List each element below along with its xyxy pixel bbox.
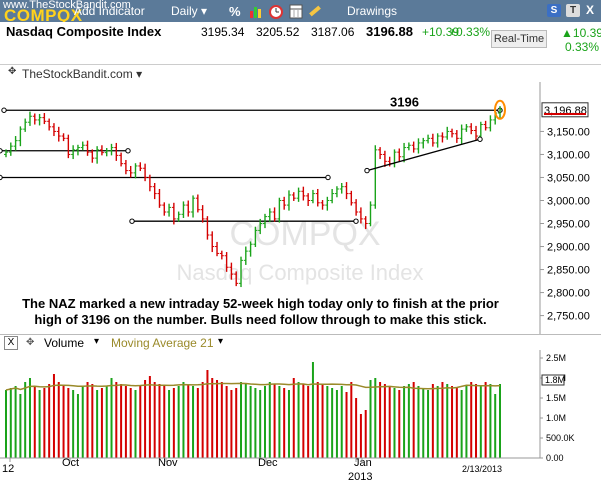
percent-icon[interactable]: % bbox=[229, 4, 241, 19]
level-anchor bbox=[129, 218, 135, 224]
index-name: Nasdaq Composite Index bbox=[6, 24, 162, 39]
y-tick-label: 2,850.00 bbox=[547, 265, 590, 277]
close-icon[interactable]: X bbox=[585, 3, 594, 17]
trendline-anchor bbox=[364, 167, 370, 174]
add-indicator-button[interactable]: Add Indicator bbox=[74, 4, 145, 18]
level-anchor bbox=[353, 218, 359, 224]
pencil-icon[interactable] bbox=[309, 5, 321, 17]
y-tick-label: 3,150.00 bbox=[547, 126, 590, 138]
quote-high: 3205.52 bbox=[256, 25, 300, 39]
chevron-down-icon[interactable]: ▾ bbox=[94, 336, 100, 347]
site-label-text: TheStockBandit.com bbox=[22, 67, 133, 81]
y-tick-label: 3,000.00 bbox=[547, 195, 590, 207]
x-axis-label: 2/13/2013 bbox=[462, 464, 502, 474]
level-anchor bbox=[0, 174, 3, 181]
trendline-segment bbox=[366, 138, 481, 172]
volume-bars bbox=[5, 362, 501, 458]
text-icon[interactable]: T bbox=[566, 4, 580, 17]
level-anchor bbox=[125, 148, 131, 154]
x-axis-label: Dec bbox=[258, 457, 278, 469]
bar-chart-icon[interactable] bbox=[250, 7, 261, 18]
volume-title: Volume bbox=[44, 336, 85, 350]
annotation-text: The NAZ marked a new intraday 52-week hi… bbox=[8, 296, 513, 328]
y-tick-label: 3,100.00 bbox=[547, 149, 590, 161]
volume-header: X ✥ Volume ▾ Moving Average 21 ▾ bbox=[0, 334, 601, 351]
y-tick-label: 2,900.00 bbox=[547, 242, 590, 254]
quote-low: 3187.06 bbox=[311, 25, 355, 39]
x-axis-label: 12 bbox=[2, 463, 14, 475]
expand-icon[interactable]: ✥ bbox=[8, 66, 17, 77]
level-label: 3196 bbox=[390, 94, 419, 109]
moving-average-line bbox=[5, 382, 501, 391]
drawings-button[interactable]: Drawings bbox=[347, 4, 398, 18]
high-marker bbox=[494, 99, 506, 120]
trendline-anchor bbox=[477, 136, 483, 142]
alarm-clock-icon[interactable] bbox=[269, 5, 283, 19]
level-anchor bbox=[1, 107, 7, 113]
y-axis-ticks: 3,150.00 3,100.00 3,050.00 3,000.00 2,950.00… bbox=[540, 126, 590, 323]
rt-change-value: 10.39 bbox=[572, 26, 601, 40]
volume-tick-label: 500.0K bbox=[546, 433, 575, 443]
expand-icon[interactable]: ✥ bbox=[26, 337, 35, 348]
y-tick-label: 3,050.00 bbox=[547, 172, 590, 184]
quote-open: 3195.34 bbox=[201, 25, 245, 39]
volume-tick-label: 2.5M bbox=[546, 353, 566, 363]
toolbar-icons: % bbox=[229, 4, 321, 19]
y-tick-label: 2,800.00 bbox=[547, 288, 590, 300]
share-icon[interactable]: S bbox=[547, 4, 561, 17]
x-axis-label: 2013 bbox=[348, 471, 372, 483]
rt-change: ▲10.39 bbox=[561, 26, 601, 40]
quote-bar bbox=[0, 22, 601, 65]
y-tick-label: 2,950.00 bbox=[547, 219, 590, 231]
site-label[interactable]: TheStockBandit.com ▾ bbox=[22, 67, 142, 81]
level-anchor bbox=[0, 148, 3, 154]
quote-change-pct: +0.33% bbox=[449, 25, 491, 39]
annotation-line-1: The NAZ marked a new intraday 52-week hi… bbox=[22, 296, 499, 311]
period-value: Daily bbox=[171, 4, 198, 18]
chevron-down-icon[interactable]: ▾ bbox=[218, 336, 224, 347]
period-select[interactable]: Daily ▾ bbox=[171, 4, 207, 18]
level-anchor bbox=[325, 174, 331, 181]
volume-tick-label: 1.5M bbox=[546, 393, 566, 403]
volume-close-icon[interactable]: X bbox=[4, 336, 18, 350]
quote-change: +10.39 bbox=[422, 25, 460, 39]
x-axis-label: Nov bbox=[158, 457, 178, 469]
horizontal-levels bbox=[0, 107, 503, 224]
x-axis-label: Oct bbox=[62, 457, 79, 469]
annotation-line-2: high of 3196 on the number. Bulls need f… bbox=[34, 312, 487, 327]
volume-tick-label: 1.0M bbox=[546, 413, 566, 423]
chevron-down-icon: ▾ bbox=[136, 67, 143, 81]
chevron-down-icon: ▾ bbox=[201, 4, 208, 18]
volume-tick-label: 0.00 bbox=[546, 453, 564, 463]
rt-pct: 0.33% bbox=[564, 40, 599, 54]
url-text: www.TheStockBandit.com bbox=[3, 0, 131, 11]
symbol-input[interactable]: COMPQX bbox=[4, 6, 83, 25]
price-chart[interactable]: COMPQX Nasdaq Composite Index 3,150.003,… bbox=[0, 82, 601, 334]
realtime-button[interactable]: Real-Time bbox=[491, 30, 547, 48]
y-tick-label: 2,750.00 bbox=[547, 311, 590, 323]
ma-label: Moving Average 21 bbox=[111, 336, 214, 350]
trendline bbox=[364, 136, 483, 174]
price-bars bbox=[4, 106, 502, 288]
svg-text:%: % bbox=[229, 4, 241, 19]
calendar-grid-icon[interactable] bbox=[289, 4, 303, 19]
volume-label: 1.8M bbox=[545, 375, 565, 385]
x-axis-labels: 12 Oct Nov Dec Jan 2013 2/13/2013 bbox=[2, 457, 502, 483]
watermark-name: Nasdaq Composite Index bbox=[176, 260, 423, 285]
volume-label-box bbox=[541, 374, 565, 386]
up-arrow-icon: ▲ bbox=[561, 26, 573, 40]
x-axis-label: Jan bbox=[354, 457, 372, 469]
quote-last: 3196.88 bbox=[366, 24, 413, 39]
plot-area bbox=[0, 82, 540, 334]
